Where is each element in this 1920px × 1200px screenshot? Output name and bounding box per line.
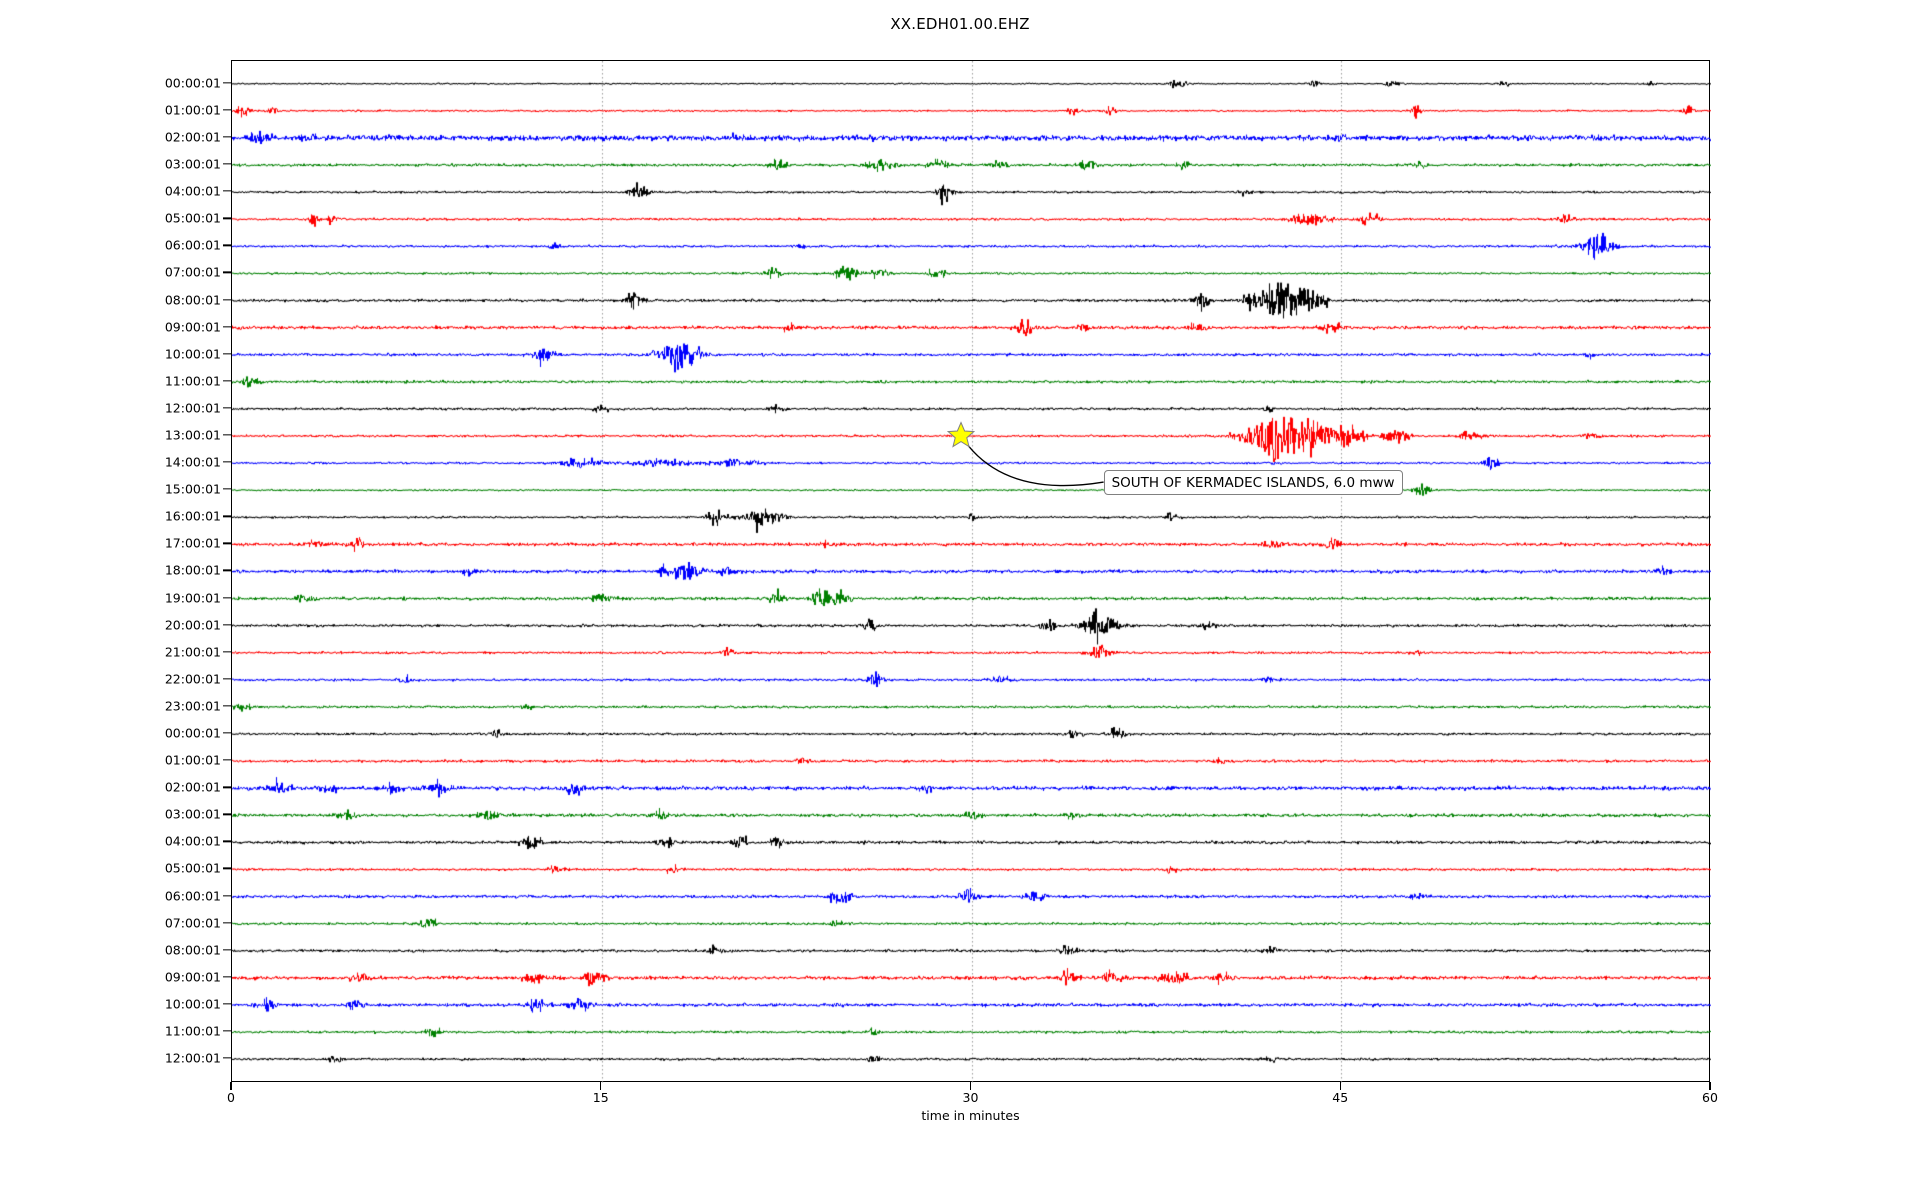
page-title: XX.EDH01.00.EHZ: [890, 15, 1030, 33]
y-tick-label: 21:00:01: [164, 644, 221, 660]
y-tick-mark: [223, 488, 231, 490]
y-tick-label: 14:00:01: [164, 454, 221, 470]
x-axis-label: time in minutes: [921, 1108, 1020, 1123]
x-tick-label: 45: [1332, 1090, 1349, 1105]
y-tick-label: 11:00:01: [164, 373, 221, 389]
y-tick-mark: [223, 1003, 231, 1005]
y-tick-mark: [223, 109, 231, 111]
y-tick-mark: [223, 623, 231, 626]
y-tick-mark: [223, 894, 231, 897]
y-tick-mark: [223, 407, 231, 409]
y-tick-mark: [223, 1030, 231, 1032]
y-tick-mark: [223, 271, 231, 274]
x-tick-mark: [1709, 1082, 1711, 1090]
y-tick-mark: [223, 949, 231, 951]
y-tick-label: 05:00:01: [164, 860, 221, 876]
y-tick-mark: [223, 244, 231, 246]
y-tick-label: 23:00:01: [164, 698, 221, 714]
earthquake-annotation-box[interactable]: SOUTH OF KERMADEC ISLANDS, 6.0 mww: [1103, 470, 1403, 496]
y-tick-mark: [223, 786, 231, 788]
y-tick-label: 13:00:01: [164, 427, 221, 443]
y-tick-mark: [223, 569, 231, 572]
y-tick-label: 04:00:01: [164, 833, 221, 849]
y-tick-mark: [223, 867, 231, 870]
y-tick-label: 03:00:01: [164, 156, 221, 172]
x-tick-label: 30: [962, 1090, 979, 1105]
y-tick-label: 06:00:01: [164, 888, 221, 904]
y-tick-label: 18:00:01: [164, 562, 221, 578]
y-tick-mark: [223, 380, 231, 382]
y-tick-label: 08:00:01: [164, 292, 221, 307]
y-tick-label: 17:00:01: [164, 535, 221, 551]
y-tick-mark: [223, 976, 231, 978]
plot-axes: [231, 60, 1711, 1083]
y-tick-label: 05:00:01: [164, 210, 221, 226]
x-tick-mark: [230, 1082, 232, 1090]
y-tick-mark: [223, 840, 231, 843]
y-tick-label: 08:00:01: [164, 942, 221, 958]
earthquake-star-marker[interactable]: [946, 421, 975, 449]
x-tick-label: 0: [227, 1090, 235, 1105]
y-tick-label: 12:00:01: [164, 1050, 221, 1066]
y-tick-label: 04:00:01: [164, 183, 221, 199]
y-tick-mark: [223, 353, 231, 355]
y-tick-label: 12:00:01: [164, 400, 221, 416]
y-tick-label: 09:00:01: [164, 319, 221, 335]
y-tick-label: 16:00:01: [164, 508, 221, 524]
y-tick-mark: [223, 651, 231, 653]
x-tick-mark: [1339, 1082, 1341, 1090]
x-tick-mark: [969, 1082, 972, 1090]
y-tick-label: 02:00:01: [164, 779, 221, 795]
y-tick-mark: [223, 163, 231, 165]
y-tick-mark: [223, 542, 231, 545]
y-tick-mark: [223, 705, 231, 707]
waveform-canvas: [232, 61, 1711, 1083]
y-tick-mark: [223, 678, 231, 680]
y-tick-label: 00:00:01: [164, 725, 221, 741]
y-tick-mark: [223, 190, 231, 192]
y-tick-label: 01:00:01: [164, 752, 221, 768]
y-tick-label: 20:00:01: [164, 617, 221, 633]
x-tick-mark: [600, 1082, 602, 1090]
y-tick-label: 06:00:01: [164, 237, 221, 253]
y-tick-label: 07:00:01: [164, 915, 221, 931]
y-tick-mark: [223, 732, 231, 734]
annotation-text: SOUTH OF KERMADEC ISLANDS, 6.0 mww: [1111, 474, 1395, 491]
y-tick-label: 01:00:01: [164, 102, 221, 118]
y-tick-label: 11:00:01: [164, 1023, 221, 1039]
y-tick-mark: [223, 922, 231, 924]
y-tick-mark: [223, 759, 231, 761]
y-tick-label: 03:00:01: [164, 806, 221, 822]
y-tick-label: 10:00:01: [164, 996, 221, 1012]
y-tick-mark: [223, 298, 231, 301]
y-tick-mark: [223, 136, 231, 138]
y-tick-label: 07:00:01: [164, 264, 221, 280]
y-tick-mark: [223, 813, 231, 815]
y-tick-label: 00:00:01: [164, 75, 221, 91]
y-tick-mark: [223, 461, 231, 463]
y-tick-label: 19:00:01: [164, 590, 221, 606]
y-tick-mark: [223, 596, 231, 599]
y-tick-mark: [223, 1057, 231, 1059]
x-tick-label: 60: [1702, 1090, 1718, 1105]
y-tick-label: 02:00:01: [164, 129, 221, 145]
y-tick-mark: [223, 217, 231, 219]
x-tick-label: 15: [592, 1090, 609, 1105]
y-tick-label: 09:00:01: [164, 969, 221, 985]
y-tick-label: 22:00:01: [164, 671, 221, 687]
y-tick-label: 15:00:01: [164, 481, 221, 497]
y-tick-label: 10:00:01: [164, 346, 221, 362]
y-tick-mark: [223, 434, 231, 436]
y-tick-mark: [223, 325, 231, 328]
y-tick-mark: [223, 515, 231, 517]
y-tick-mark: [223, 82, 231, 84]
